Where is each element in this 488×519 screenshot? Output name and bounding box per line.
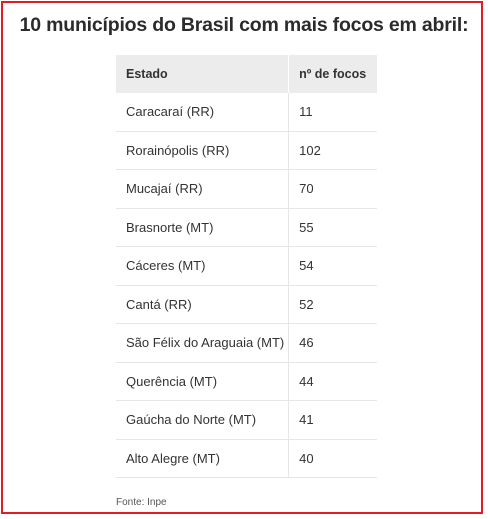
- table-row: Alto Alegre (MT) 40: [116, 439, 377, 478]
- table-row: Rorainópolis (RR) 102: [116, 131, 377, 170]
- cell-focos: 44: [288, 362, 377, 401]
- focos-table: Estado nº de focos Caracaraí (RR) 11 Ror…: [116, 55, 377, 478]
- cell-estado: Alto Alegre (MT): [116, 439, 289, 478]
- cell-estado: Mucajaí (RR): [116, 169, 289, 209]
- cell-estado: Querência (MT): [116, 362, 289, 401]
- cell-focos: 11: [288, 93, 377, 132]
- cell-estado: Rorainópolis (RR): [116, 131, 289, 170]
- cell-estado: São Félix do Araguaia (MT): [116, 323, 289, 363]
- cell-estado: Cantá (RR): [116, 285, 289, 324]
- table-row: São Félix do Araguaia (MT) 46: [116, 323, 377, 363]
- cell-focos: 46: [288, 323, 377, 363]
- source-note: Fonte: Inpe: [116, 497, 167, 508]
- table-row: Brasnorte (MT) 55: [116, 208, 377, 247]
- cell-focos: 70: [288, 169, 377, 209]
- header-estado: Estado: [116, 55, 289, 93]
- cell-focos: 102: [288, 131, 377, 170]
- cell-focos: 55: [288, 208, 377, 247]
- page-title: 10 municípios do Brasil com mais focos e…: [19, 14, 469, 36]
- table-row: Mucajaí (RR) 70: [116, 169, 377, 209]
- header-focos: nº de focos: [288, 55, 377, 93]
- table-header-row: Estado nº de focos: [116, 55, 377, 93]
- cell-estado: Cáceres (MT): [116, 246, 289, 286]
- table-row: Caracaraí (RR) 11: [116, 93, 377, 132]
- red-frame-border: [1, 1, 483, 514]
- cell-estado: Gaúcha do Norte (MT): [116, 400, 289, 440]
- cell-focos: 40: [288, 439, 377, 478]
- table-row: Cáceres (MT) 54: [116, 246, 377, 286]
- table-row: Gaúcha do Norte (MT) 41: [116, 400, 377, 440]
- cell-focos: 52: [288, 285, 377, 324]
- table-row: Cantá (RR) 52: [116, 285, 377, 324]
- cell-focos: 41: [288, 400, 377, 440]
- cell-estado: Brasnorte (MT): [116, 208, 289, 247]
- cell-focos: 54: [288, 246, 377, 286]
- table-row: Querência (MT) 44: [116, 362, 377, 401]
- cell-estado: Caracaraí (RR): [116, 93, 289, 132]
